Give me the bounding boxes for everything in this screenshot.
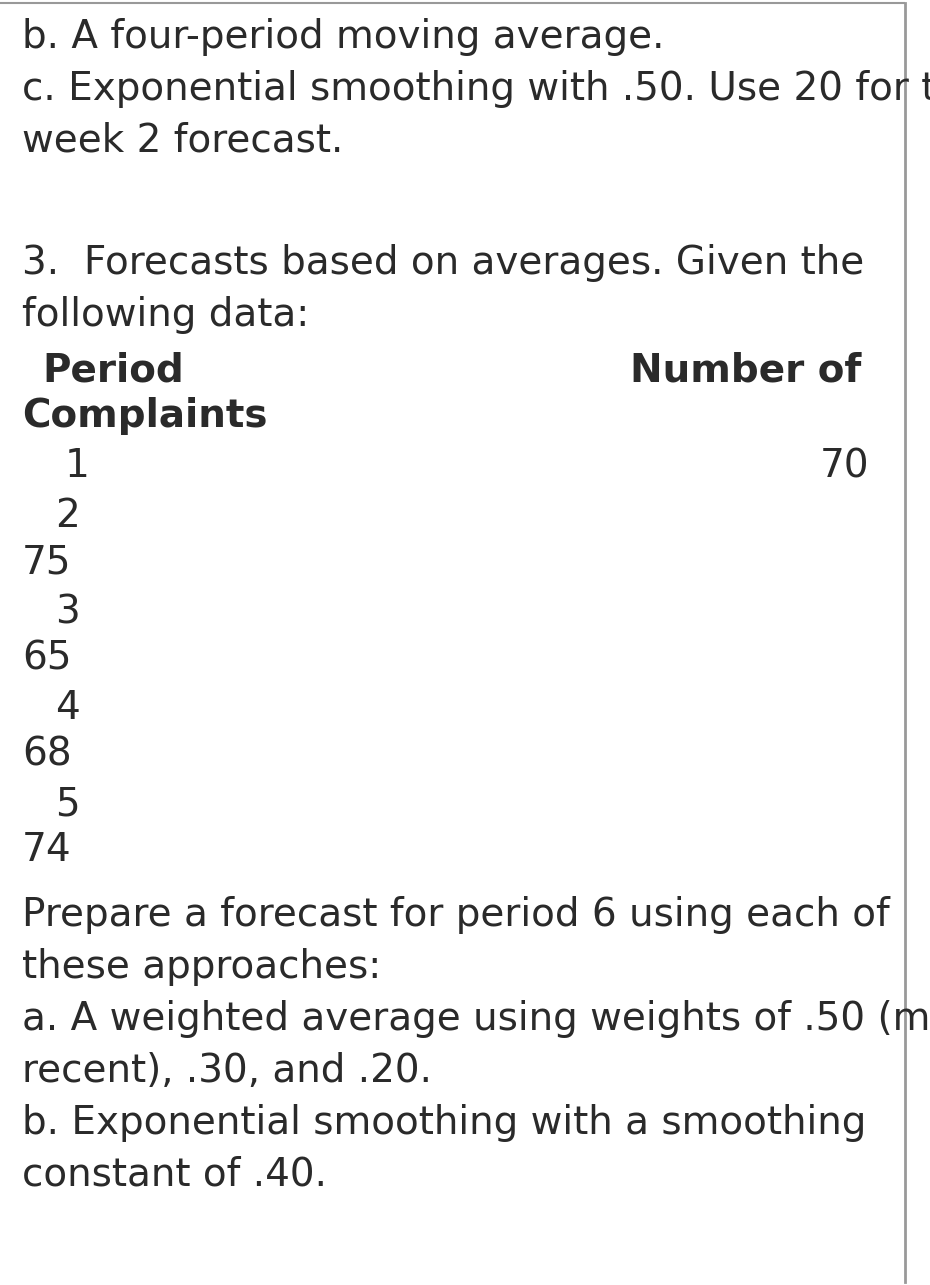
Text: Number of: Number of <box>630 351 861 389</box>
Text: c. Exponential smoothing with .50. Use 20 for the: c. Exponential smoothing with .50. Use 2… <box>22 69 930 108</box>
Text: b. Exponential smoothing with a smoothing: b. Exponential smoothing with a smoothin… <box>22 1104 867 1142</box>
Text: 3.  Forecasts based on averages. Given the: 3. Forecasts based on averages. Given th… <box>22 244 864 281</box>
Text: 5: 5 <box>55 785 80 822</box>
Text: 75: 75 <box>22 544 72 581</box>
Text: constant of .40.: constant of .40. <box>22 1156 327 1194</box>
Text: 70: 70 <box>820 447 870 484</box>
Text: 3: 3 <box>55 592 80 631</box>
Text: following data:: following data: <box>22 296 310 334</box>
Text: 65: 65 <box>22 639 72 677</box>
Text: these approaches:: these approaches: <box>22 948 381 986</box>
Text: Prepare a forecast for period 6 using each of: Prepare a forecast for period 6 using ea… <box>22 896 890 934</box>
Text: recent), .30, and .20.: recent), .30, and .20. <box>22 1052 432 1090</box>
Text: a. A weighted average using weights of .50 (most: a. A weighted average using weights of .… <box>22 1000 930 1038</box>
Text: week 2 forecast.: week 2 forecast. <box>22 122 343 161</box>
Text: Complaints: Complaints <box>22 397 268 436</box>
Text: 4: 4 <box>55 689 80 727</box>
Text: 1: 1 <box>65 447 90 484</box>
Text: 68: 68 <box>22 735 72 774</box>
Text: b. A four-period moving average.: b. A four-period moving average. <box>22 18 665 57</box>
Text: 74: 74 <box>22 831 72 869</box>
Text: 2: 2 <box>55 497 80 535</box>
Text: Period: Period <box>42 351 184 389</box>
